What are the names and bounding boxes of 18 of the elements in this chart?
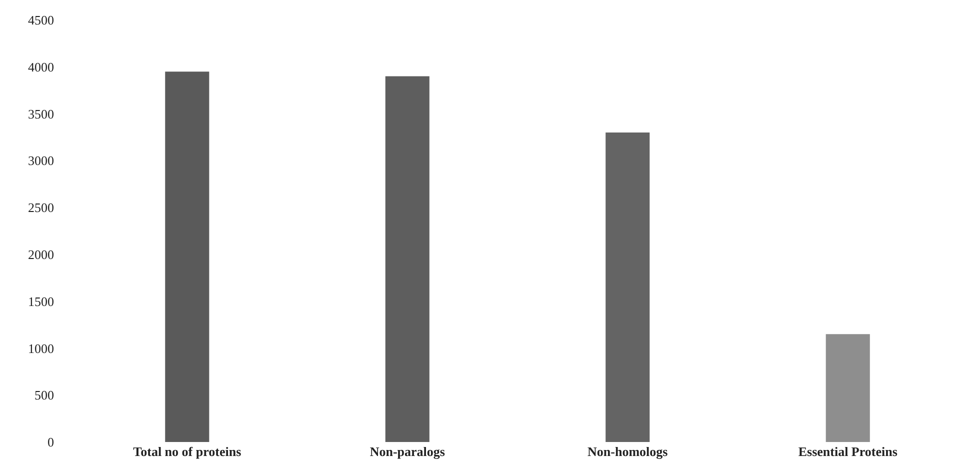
x-tick-label: Non-paralogs (370, 444, 445, 459)
y-tick-label: 3500 (28, 106, 54, 122)
x-tick-label: Non-homologs (588, 444, 668, 459)
y-tick-label: 1500 (28, 294, 54, 309)
y-tick-label: 0 (48, 434, 54, 450)
bar (165, 72, 210, 442)
y-tick-label: 500 (34, 388, 54, 403)
bar (826, 334, 870, 442)
y-tick-label: 4500 (28, 12, 54, 28)
y-tick-label: 4000 (28, 59, 54, 74)
bar (606, 132, 650, 442)
x-tick-label: Essential Proteins (798, 444, 898, 459)
y-tick-label: 2000 (28, 246, 54, 262)
y-tick-label: 2500 (28, 200, 54, 216)
x-tick-label: Total no of proteins (133, 444, 242, 459)
bar (385, 76, 430, 442)
y-tick-label: 3000 (28, 153, 54, 168)
y-tick-label: 1000 (28, 340, 54, 356)
